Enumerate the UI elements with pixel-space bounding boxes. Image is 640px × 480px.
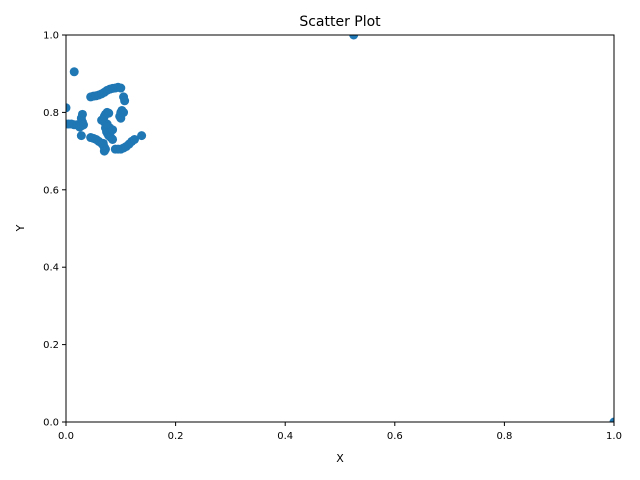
y-axis-ticks: 0.0 0.2 0.4 0.6 0.8 1.0 bbox=[43, 31, 66, 429]
scatter-point bbox=[609, 417, 614, 422]
x-tick-label: 0.0 bbox=[58, 431, 74, 442]
scatter-point bbox=[116, 83, 126, 93]
x-tick-label: 1.0 bbox=[606, 431, 622, 442]
data-points bbox=[66, 35, 614, 422]
scatter-point bbox=[69, 67, 79, 77]
y-tick-label: 0.8 bbox=[43, 108, 59, 119]
y-axis-label: Y bbox=[14, 224, 27, 232]
y-tick-label: 1.0 bbox=[43, 31, 59, 42]
x-tick-label: 0.8 bbox=[496, 431, 512, 442]
x-axis-ticks: 0.0 0.2 0.4 0.6 0.8 1.0 bbox=[58, 422, 622, 442]
scatter-point bbox=[98, 138, 108, 148]
y-tick-label: 0.6 bbox=[43, 185, 59, 196]
scatter-point bbox=[97, 115, 107, 125]
scatter-point bbox=[108, 134, 118, 144]
x-tick-label: 0.2 bbox=[168, 431, 184, 442]
chart-title: Scatter Plot bbox=[299, 14, 381, 30]
scatter-point bbox=[349, 35, 359, 40]
scatter-point bbox=[76, 131, 86, 141]
scatter-point bbox=[79, 120, 89, 130]
scatter-point bbox=[130, 134, 139, 144]
scatter-point bbox=[115, 111, 125, 121]
scatter-point bbox=[104, 108, 114, 118]
x-axis-label: X bbox=[336, 452, 344, 465]
x-tick-label: 0.6 bbox=[387, 431, 403, 442]
plot-area-frame bbox=[65, 34, 615, 423]
y-tick-label: 0.0 bbox=[43, 418, 59, 429]
scatter-point bbox=[137, 131, 147, 141]
scatter-point bbox=[108, 125, 118, 135]
scatter-point bbox=[66, 103, 71, 113]
y-tick-label: 0.2 bbox=[43, 340, 59, 351]
scatter-point bbox=[99, 146, 109, 156]
x-tick-label: 0.4 bbox=[277, 431, 293, 442]
y-tick-label: 0.4 bbox=[43, 263, 59, 274]
scatter-point bbox=[120, 96, 130, 106]
scatter-point bbox=[77, 109, 87, 119]
